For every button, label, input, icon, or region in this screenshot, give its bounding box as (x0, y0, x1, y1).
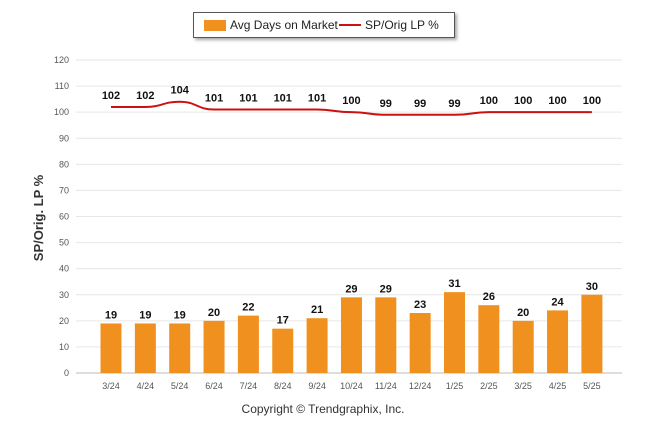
copyright-text: Copyright © Trendgraphix, Inc. (241, 402, 405, 416)
bar-data-label: 19 (139, 309, 151, 321)
bar (134, 323, 156, 373)
line-data-label: 100 (342, 95, 360, 107)
line-data-label: 102 (102, 90, 120, 102)
y-tick-label: 90 (59, 133, 69, 143)
bar (169, 323, 191, 373)
bar (409, 313, 431, 373)
bar-data-label: 22 (242, 302, 254, 314)
y-tick-label: 10 (59, 342, 69, 352)
line-data-label: 100 (480, 95, 498, 107)
bar (581, 294, 603, 373)
y-tick-label: 70 (59, 185, 69, 195)
x-tick-label: 3/24 (102, 381, 120, 391)
bar (547, 310, 569, 373)
line-data-labels: 102 102 104 101 101 101 101 100 99 99 99 100 100 100 1… (102, 85, 601, 110)
y-tick-label: 60 (59, 212, 69, 222)
x-tick-label: 10/24 (340, 381, 363, 391)
line-data-label: 100 (548, 95, 566, 107)
x-tick-label: 11/24 (375, 381, 397, 391)
bar (237, 315, 259, 373)
bar-data-label: 23 (414, 299, 426, 311)
bar-data-label: 20 (208, 307, 220, 319)
bar-data-label: 21 (311, 304, 323, 316)
bar-data-label: 29 (345, 283, 357, 295)
line-series (111, 100, 592, 116)
bar-data-label: 19 (105, 309, 117, 321)
legend-item-avg-days: Avg Days on Market (230, 18, 338, 32)
x-tick-label: 7/24 (240, 381, 258, 391)
bar-data-label: 29 (380, 283, 392, 295)
bar-data-label: 24 (551, 296, 564, 308)
y-tick-label: 110 (55, 81, 69, 91)
bar-data-label: 17 (277, 315, 289, 327)
bar-data-label: 30 (586, 281, 598, 293)
line-data-label: 101 (239, 93, 257, 105)
bar (100, 323, 122, 373)
bar (272, 328, 294, 373)
x-tick-label: 1/25 (446, 381, 464, 391)
x-tick-label: 4/25 (549, 381, 567, 391)
y-tick-label: 20 (59, 316, 69, 326)
line-data-label: 99 (380, 98, 392, 110)
line-data-label: 99 (448, 98, 460, 110)
line-data-label: 100 (583, 95, 601, 107)
bar (203, 320, 225, 373)
bar (340, 297, 362, 373)
legend: Avg Days on Market SP/Orig LP % (193, 12, 455, 38)
bar (512, 320, 534, 373)
x-tick-label: 6/24 (205, 381, 223, 391)
y-tick-label: 80 (59, 159, 69, 169)
bar (444, 292, 465, 373)
bar-data-labels: 19 19 19 20 22 17 21 29 29 23 31 26 20 24 30 (105, 278, 598, 327)
line-data-label: 104 (171, 85, 190, 97)
x-tick-label: 3/25 (514, 381, 532, 391)
y-axis-label: SP/Orig. LP % (31, 174, 46, 261)
x-tick-labels: 3/24 4/24 5/24 6/24 7/24 8/24 9/24 10/24 11/24 12… (102, 381, 600, 391)
bar-data-label: 19 (174, 309, 186, 321)
bar-series (100, 292, 603, 373)
y-tick-label: 30 (59, 290, 69, 300)
line-data-label: 99 (414, 98, 426, 110)
x-tick-label: 4/24 (137, 381, 155, 391)
line-data-label: 102 (136, 90, 154, 102)
bar (306, 318, 328, 373)
legend-line-swatch (339, 24, 361, 26)
line-data-label: 101 (308, 93, 326, 105)
legend-bar-swatch (204, 20, 226, 31)
bar-data-label: 31 (448, 278, 460, 290)
bar (478, 305, 500, 373)
y-tick-labels: 0 10 20 30 40 50 60 70 80 90 100 110 120 (54, 55, 69, 378)
y-tick-label: 50 (59, 238, 69, 248)
x-tick-label: 12/24 (409, 381, 432, 391)
bar-data-label: 26 (483, 291, 495, 303)
x-tick-label: 8/24 (274, 381, 292, 391)
x-tick-label: 5/24 (171, 381, 189, 391)
x-tick-label: 9/24 (308, 381, 326, 391)
line-data-label: 100 (514, 95, 532, 107)
x-tick-label: 5/25 (583, 381, 601, 391)
grid-lines (76, 59, 622, 374)
line-data-label: 101 (274, 93, 292, 105)
y-tick-label: 40 (59, 264, 69, 274)
line-data-label: 101 (205, 93, 223, 105)
y-tick-label: 0 (64, 368, 69, 378)
x-tick-label: 2/25 (480, 381, 498, 391)
y-tick-label: 100 (54, 107, 69, 117)
legend-item-sp-orig: SP/Orig LP % (365, 18, 439, 32)
y-tick-label: 120 (54, 55, 69, 65)
bar (375, 297, 397, 373)
bar-data-label: 20 (517, 307, 529, 319)
